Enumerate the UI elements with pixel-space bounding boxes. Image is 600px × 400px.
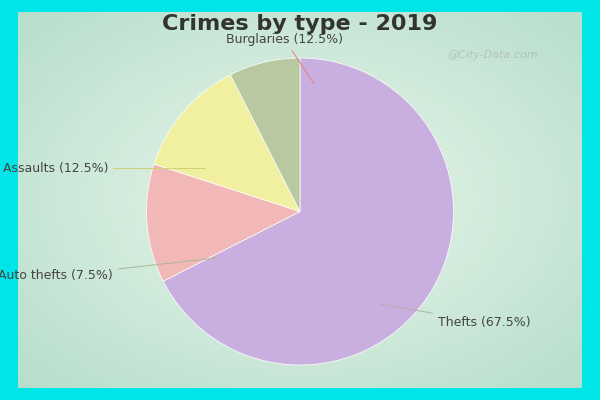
Wedge shape: [163, 58, 454, 365]
Wedge shape: [230, 58, 300, 212]
Text: Assaults (12.5%): Assaults (12.5%): [2, 162, 205, 175]
Text: Burglaries (12.5%): Burglaries (12.5%): [226, 33, 343, 83]
Wedge shape: [154, 75, 300, 212]
Text: @City-Data.com: @City-Data.com: [447, 50, 538, 60]
Text: Crimes by type - 2019: Crimes by type - 2019: [163, 14, 437, 34]
Text: Thefts (67.5%): Thefts (67.5%): [379, 304, 531, 328]
Wedge shape: [146, 164, 300, 281]
Text: Auto thefts (7.5%): Auto thefts (7.5%): [0, 258, 217, 282]
